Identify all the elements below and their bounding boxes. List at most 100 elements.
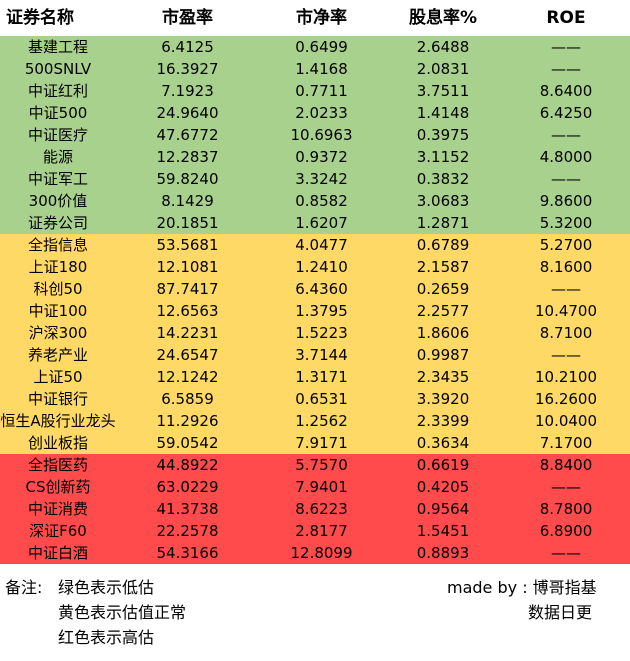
cell-name: 上证50 (33, 368, 83, 386)
cell-name: 中证消费 (27, 500, 88, 518)
cell-pb: 1.6207 (295, 214, 348, 232)
cell-pb: 7.9171 (295, 434, 348, 452)
cell-name: 恒生A股行业龙头 (0, 412, 116, 430)
header-name: 证券名称 (6, 8, 74, 28)
table-row: 300价值 8.1429 0.8582 3.0683 9.8600 (0, 190, 630, 212)
table-row: 全指医药 44.8922 5.7570 0.6619 8.8400 (0, 454, 630, 476)
cell-dividend-yield: 2.3435 (416, 368, 470, 386)
cell-dividend-yield: 1.5451 (416, 522, 470, 540)
cell-name: 全指信息 (27, 236, 88, 254)
cell-name: CS创新药 (25, 478, 91, 496)
table-row: 中证500 24.9640 2.0233 1.4148 6.4250 (0, 102, 630, 124)
cell-name: 中证白酒 (27, 544, 88, 562)
cell-dividend-yield: 0.4205 (416, 478, 470, 496)
cell-dividend-yield: 0.2659 (416, 280, 470, 298)
cell-pe: 16.3927 (156, 60, 219, 78)
cell-roe: —— (551, 544, 581, 562)
cell-pb: 2.0233 (295, 104, 348, 122)
cell-roe: 8.6400 (539, 82, 593, 100)
cell-name: 中证100 (28, 302, 88, 320)
cell-dividend-yield: 2.6488 (416, 38, 470, 56)
cell-roe: 7.1700 (539, 434, 593, 452)
cell-dividend-yield: 0.3634 (416, 434, 470, 452)
cell-roe: 8.8400 (539, 456, 593, 474)
cell-pe: 11.2926 (156, 412, 219, 430)
cell-dividend-yield: 2.3399 (416, 412, 470, 430)
cell-roe: —— (551, 478, 581, 496)
cell-name: 500SNLV (24, 60, 92, 78)
cell-dividend-yield: 0.9987 (416, 346, 470, 364)
cell-pe: 63.0229 (156, 478, 219, 496)
cell-dividend-yield: 2.0831 (416, 60, 470, 78)
cell-dividend-yield: 2.2577 (416, 302, 470, 320)
table-row: 科创50 87.7417 6.4360 0.2659 —— (0, 278, 630, 300)
cell-roe: —— (551, 346, 581, 364)
cell-roe: —— (551, 60, 581, 78)
cell-pe: 12.6563 (156, 302, 219, 320)
cell-roe: 5.3200 (539, 214, 593, 232)
table-row: 中证白酒 54.3166 12.8099 0.8893 —— (0, 542, 630, 564)
cell-roe: —— (551, 126, 581, 144)
table-row: 中证银行 6.5859 0.6531 3.3920 16.2600 (0, 388, 630, 410)
cell-pe: 7.1923 (161, 82, 214, 100)
cell-pe: 20.1851 (156, 214, 219, 232)
table-row: 500SNLV 16.3927 1.4168 2.0831 —— (0, 58, 630, 80)
valuation-table: 证券名称 市盈率 市净率 股息率% ROE 基建工程 6.4125 0.6499 2.… (0, 0, 630, 564)
cell-pb: 6.4360 (295, 280, 348, 298)
cell-roe: 10.4700 (534, 302, 598, 320)
cell-roe: 4.8000 (539, 148, 593, 166)
cell-name: 养老产业 (27, 346, 88, 364)
cell-name: 证券公司 (27, 214, 88, 232)
cell-pb: 1.4168 (295, 60, 348, 78)
cell-name: 科创50 (33, 280, 83, 298)
cell-pb: 2.8177 (295, 522, 348, 540)
cell-name: 基建工程 (27, 38, 88, 56)
cell-pb: 8.6223 (295, 500, 348, 518)
cell-roe: 5.2700 (539, 236, 593, 254)
header-roe: ROE (546, 8, 586, 28)
cell-name: 中证医疗 (27, 126, 88, 144)
note-yellow: 黄色表示估值正常 (58, 603, 187, 622)
header-pb: 市净率 (296, 8, 347, 28)
table-row: 全指信息 53.5681 4.0477 0.6789 5.2700 (0, 234, 630, 256)
cell-roe: 10.2100 (534, 368, 598, 386)
cell-pe: 12.2837 (156, 148, 219, 166)
cell-pe: 59.8240 (156, 170, 219, 188)
cell-pe: 44.8922 (156, 456, 219, 474)
cell-dividend-yield: 3.7511 (416, 82, 470, 100)
header-pe: 市盈率 (162, 8, 213, 28)
cell-pb: 4.0477 (295, 236, 348, 254)
cell-name: 沪深300 (28, 324, 88, 342)
table-row: 中证军工 59.8240 3.3242 0.3832 —— (0, 168, 630, 190)
cell-pe: 12.1242 (156, 368, 219, 386)
cell-pb: 0.9372 (295, 148, 348, 166)
cell-dividend-yield: 1.4148 (416, 104, 470, 122)
cell-roe: 8.1600 (539, 258, 593, 276)
cell-name: 上证180 (28, 258, 88, 276)
cell-pb: 0.6531 (295, 390, 348, 408)
cell-dividend-yield: 0.6789 (416, 236, 470, 254)
cell-name: 中证红利 (27, 82, 88, 100)
cell-dividend-yield: 0.3832 (416, 170, 470, 188)
table-row: 中证医疗 47.6772 10.6963 0.3975 —— (0, 124, 630, 146)
table-row: 中证100 12.6563 1.3795 2.2577 10.4700 (0, 300, 630, 322)
table-body: 基建工程 6.4125 0.6499 2.6488 —— 500SNLV 16.3927 1.… (0, 36, 630, 564)
table-header-row: 证券名称 市盈率 市净率 股息率% ROE (0, 0, 630, 36)
table-row: CS创新药 63.0229 7.9401 0.4205 —— (0, 476, 630, 498)
cell-pe: 47.6772 (156, 126, 219, 144)
cell-dividend-yield: 2.1587 (416, 258, 470, 276)
cell-pe: 24.6547 (156, 346, 219, 364)
cell-name: 中证军工 (27, 170, 88, 188)
cell-pb: 1.5223 (295, 324, 348, 342)
cell-pe: 8.1429 (161, 192, 214, 210)
cell-dividend-yield: 3.1152 (416, 148, 470, 166)
cell-pe: 22.2578 (156, 522, 219, 540)
cell-pe: 24.9640 (156, 104, 219, 122)
cell-pb: 5.7570 (295, 456, 348, 474)
cell-dividend-yield: 1.2871 (416, 214, 470, 232)
cell-pb: 1.2562 (295, 412, 348, 430)
table-row: 证券公司 20.1851 1.6207 1.2871 5.3200 (0, 212, 630, 234)
cell-dividend-yield: 3.3920 (416, 390, 470, 408)
table-row: 创业板指 59.0542 7.9171 0.3634 7.1700 (0, 432, 630, 454)
cell-roe: 6.8900 (539, 522, 593, 540)
